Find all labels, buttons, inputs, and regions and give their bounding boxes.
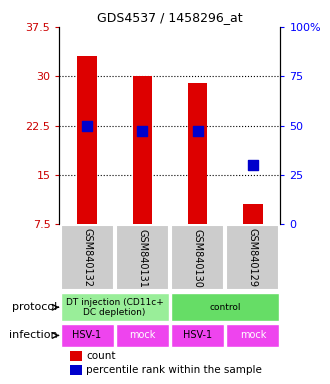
Text: GSM840132: GSM840132 [82, 228, 92, 288]
FancyBboxPatch shape [171, 293, 280, 321]
Text: GSM840129: GSM840129 [248, 228, 258, 288]
FancyBboxPatch shape [226, 225, 280, 290]
FancyBboxPatch shape [171, 324, 224, 347]
Text: mock: mock [240, 331, 266, 341]
Text: percentile rank within the sample: percentile rank within the sample [86, 365, 262, 375]
Bar [77, 56, 97, 224]
FancyBboxPatch shape [116, 324, 169, 347]
Bar [71, 351, 82, 361]
Point [195, 128, 200, 134]
Text: GSM840131: GSM840131 [137, 228, 147, 287]
FancyBboxPatch shape [226, 324, 280, 347]
Bar [188, 83, 207, 224]
Text: GSM840130: GSM840130 [193, 228, 203, 287]
FancyBboxPatch shape [171, 225, 224, 290]
Text: mock: mock [129, 331, 155, 341]
FancyBboxPatch shape [60, 324, 114, 347]
Title: GDS4537 / 1458296_at: GDS4537 / 1458296_at [97, 11, 243, 24]
Text: infection: infection [9, 331, 57, 341]
Point [84, 122, 90, 129]
Text: protocol: protocol [12, 302, 57, 312]
Text: control: control [210, 303, 241, 312]
Bar [133, 76, 152, 224]
Bar [71, 365, 82, 375]
Text: count: count [86, 351, 115, 361]
FancyBboxPatch shape [60, 293, 169, 321]
FancyBboxPatch shape [60, 225, 114, 290]
Text: HSV-1: HSV-1 [183, 331, 212, 341]
Text: HSV-1: HSV-1 [73, 331, 102, 341]
Text: DT injection (CD11c+
DC depletion): DT injection (CD11c+ DC depletion) [66, 298, 164, 317]
FancyBboxPatch shape [116, 225, 169, 290]
Point [250, 162, 255, 168]
Bar [243, 204, 263, 224]
Point [140, 128, 145, 134]
